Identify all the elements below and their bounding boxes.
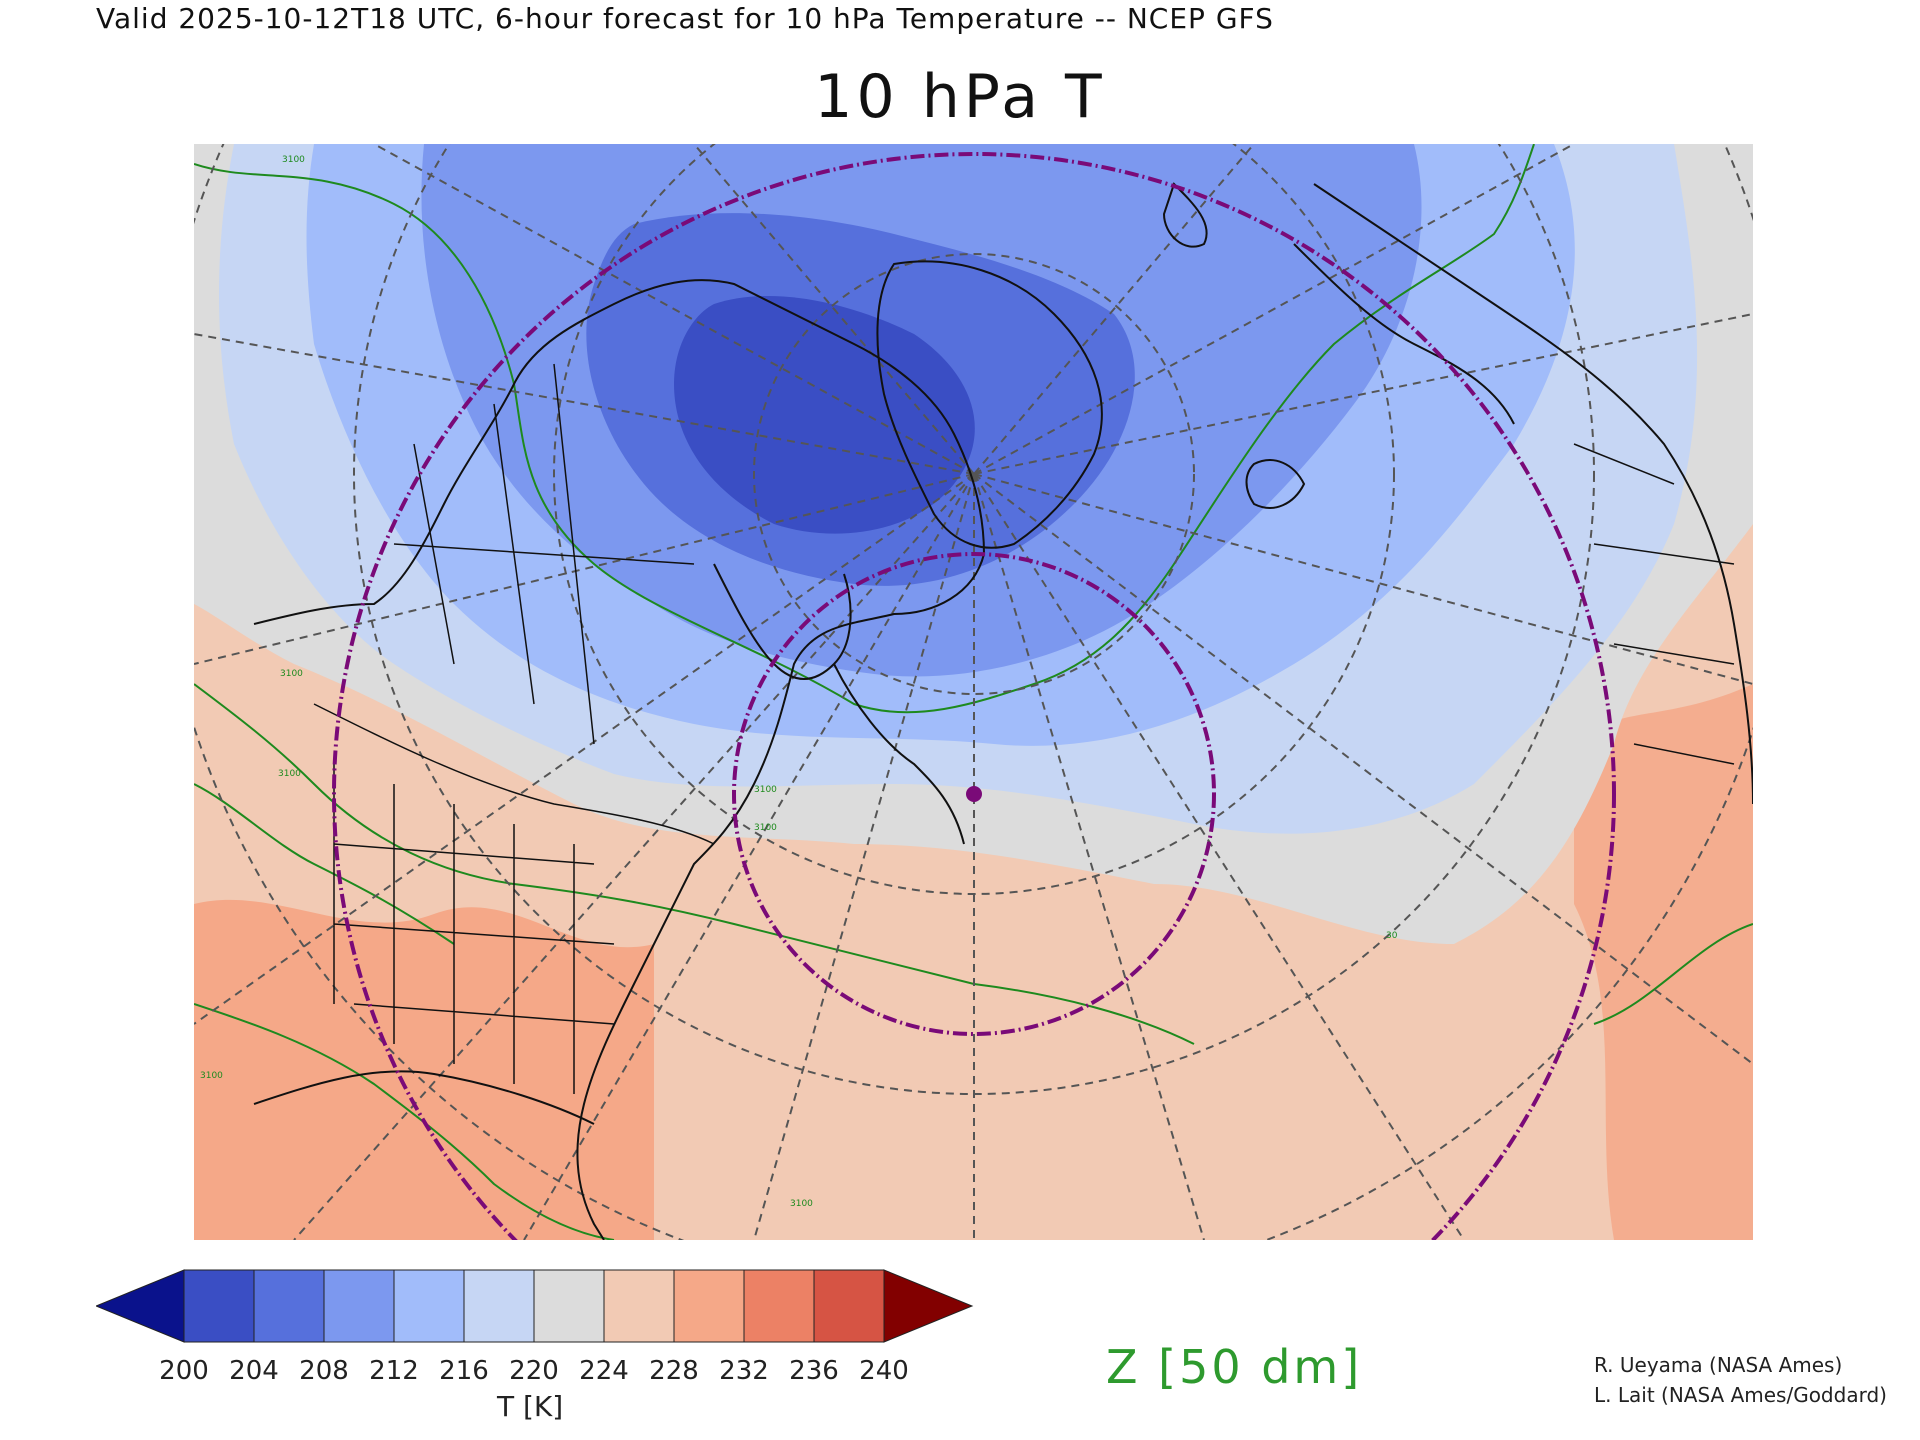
location-marker (966, 786, 982, 802)
shade-band-232 (194, 899, 654, 1240)
colorbar-tick-label: 204 (229, 1356, 279, 1386)
coastline-north-america (253, 279, 986, 1240)
contour-label: 3100 (200, 1071, 223, 1081)
colorbar-swatch (533, 1269, 605, 1343)
colorbar-swatch (813, 1269, 885, 1343)
contour-variable-label: Z [50 dm] (1106, 1340, 1363, 1394)
colorbar-tick-label: 240 (859, 1356, 909, 1386)
coastline-scandinavia (1293, 243, 1515, 425)
colorbar-swatch (603, 1269, 675, 1343)
colorbar-swatch (183, 1269, 255, 1343)
graticule-meridian (973, 144, 1255, 475)
contour-label: 3100 (278, 769, 301, 779)
graticule (194, 144, 1753, 1240)
coastline-greenland (876, 260, 1103, 549)
colorbar-swatch (393, 1269, 465, 1343)
range-ring-inner (732, 552, 1216, 1036)
height-contour-west (194, 783, 455, 945)
border-canada-provinces (393, 363, 695, 745)
height-contour-north (194, 144, 1535, 714)
colorbar-tick-labels: 200 204 208 212 216 220 224 228 232 236 240 (0, 1356, 1920, 1396)
contour-labels: 3100 3100 3100 3100 3100 3100 3100 30 (200, 155, 1398, 1209)
border-europe (1573, 443, 1735, 765)
coastlines (253, 182, 1753, 1240)
colorbar-tick-label: 220 (509, 1356, 559, 1386)
colorbar-tick-label: 232 (719, 1356, 769, 1386)
range-ring-outer (332, 152, 1616, 1240)
colorbar-units: T [K] (497, 1390, 564, 1423)
graticule-meridian (973, 473, 1205, 1240)
contour-label: 3100 (280, 669, 303, 679)
graticule-meridian (194, 333, 975, 475)
coastline-iceland (1245, 459, 1306, 509)
colorbar-swatch (743, 1269, 815, 1343)
graticule-meridian (194, 473, 975, 665)
height-contour-southwest (194, 1003, 615, 1240)
colorbar-tick-label: 208 (299, 1356, 349, 1386)
temperature-map: 3100 3100 3100 3100 3100 3100 3100 30 (194, 144, 1753, 1240)
graticule-meridian (973, 473, 1465, 1240)
colorbar-tick-label: 224 (579, 1356, 629, 1386)
graticule-meridian (194, 473, 975, 1025)
shade-band-232-east (1574, 684, 1753, 1240)
height-contour-south (194, 683, 1195, 1045)
valid-time-header: Valid 2025-10-12T18 UTC, 6-hour forecast… (96, 2, 1274, 35)
graticule-meridian (973, 144, 1575, 475)
colorbar-tick-label: 216 (439, 1356, 489, 1386)
colorbar-swatch (463, 1269, 535, 1343)
coastline-hudson-bay (713, 563, 852, 680)
colorbar-tick-label: 228 (649, 1356, 699, 1386)
coastline-svalbard (1162, 182, 1208, 248)
graticule-meridian (293, 473, 975, 1240)
coastline-gulf-mexico (253, 1070, 595, 1125)
contour-label: 3100 (282, 155, 305, 165)
temperature-colorbar (96, 1269, 974, 1343)
graticule-meridian (373, 144, 975, 475)
contour-label: 3100 (754, 823, 777, 833)
graticule-meridian (973, 473, 1753, 1065)
graticule-meridian (693, 144, 975, 475)
range-rings (332, 152, 1616, 1240)
shade-band-204 (674, 295, 975, 534)
political-borders (313, 363, 1735, 1094)
graticule-meridian (753, 473, 975, 1240)
credits: R. Ueyama (NASA Ames) L. Lait (NASA Ames… (1594, 1350, 1887, 1410)
credit-line: R. Ueyama (NASA Ames) (1594, 1353, 1843, 1377)
graticule-meridian (973, 473, 1753, 685)
border-us-states (333, 764, 615, 1094)
colorbar-tick-label: 200 (159, 1356, 209, 1386)
map-title: 10 hPa T (814, 62, 1106, 132)
graticule-meridian (973, 313, 1753, 475)
height-contour-east (1593, 923, 1753, 1025)
colorbar-tick-label: 212 (369, 1356, 419, 1386)
colorbar-swatch (253, 1269, 325, 1343)
coastline-europe (1313, 183, 1753, 805)
contour-label: 3100 (790, 1199, 813, 1209)
colorbar-over-triangle (883, 1269, 974, 1343)
colorbar-tick-label: 236 (789, 1356, 839, 1386)
colorbar-swatch (673, 1269, 745, 1343)
colorbar-swatch (323, 1269, 395, 1343)
contour-label: 3100 (754, 785, 777, 795)
border-us-canada (313, 703, 715, 845)
contour-label: 30 (1386, 931, 1398, 941)
height-contours (194, 144, 1753, 1240)
graticule-latitude-circle (753, 253, 1195, 695)
colorbar-under-triangle (96, 1269, 185, 1343)
coastline-labrador (833, 663, 965, 845)
credit-line: L. Lait (NASA Ames/Goddard) (1594, 1383, 1887, 1407)
